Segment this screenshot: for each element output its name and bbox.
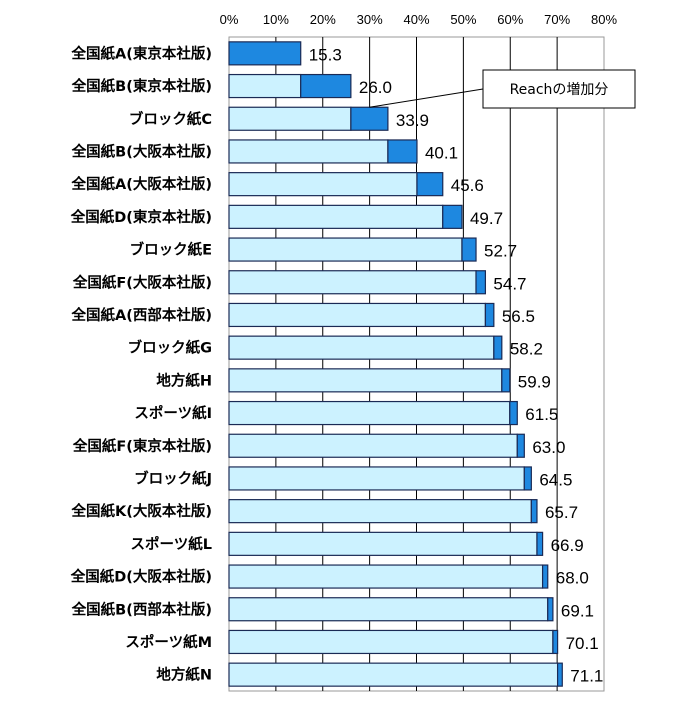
category-label: 全国紙D(東京本社版) <box>70 208 212 226</box>
bar-base-segment <box>228 237 463 262</box>
category-label: 全国紙D(大阪本社版) <box>70 568 212 586</box>
category-label: 全国紙A(西部本社版) <box>71 306 212 324</box>
bar-base-segment <box>228 499 532 524</box>
data-label: 54.7 <box>493 274 526 293</box>
plot-area <box>228 36 605 692</box>
bar-base-segment <box>228 302 487 328</box>
bar-base-segment <box>228 597 549 622</box>
category-label: 全国紙F(大阪本社版) <box>72 273 212 291</box>
data-label: 70.1 <box>566 634 599 653</box>
data-label: 56.5 <box>502 307 535 326</box>
bar-increase-segment <box>416 172 444 197</box>
category-label: ブロック紙J <box>134 469 212 487</box>
bar-increase-segment <box>530 499 538 524</box>
bar-increase-segment <box>475 270 487 295</box>
annotation-box <box>482 69 636 109</box>
data-label: 61.5 <box>525 405 558 424</box>
annotation-leader-line <box>369 88 484 108</box>
bar-increase-segment <box>541 564 549 589</box>
data-label: 33.9 <box>396 111 429 130</box>
x-tick-label: 80% <box>591 12 617 27</box>
data-label: 59.9 <box>518 372 551 391</box>
data-label: 26.0 <box>359 78 392 97</box>
data-label: 15.3 <box>309 45 342 64</box>
bar-increase-segment <box>501 368 511 393</box>
bar-increase-segment <box>350 106 389 131</box>
category-label: スポーツ紙I <box>134 404 212 422</box>
bar-base-segment <box>228 73 302 99</box>
bar-base-segment <box>228 335 495 360</box>
bar-increase-segment <box>461 237 477 262</box>
data-label: 52.7 <box>484 242 517 261</box>
x-tick-label: 70% <box>544 12 570 27</box>
bar-increase-segment <box>552 629 559 655</box>
x-tick-label: 60% <box>497 12 523 27</box>
x-tick-label: 40% <box>403 12 429 27</box>
data-label: 40.1 <box>425 143 458 162</box>
data-label: 71.1 <box>570 667 603 686</box>
bar-increase-segment <box>300 73 352 99</box>
value-labels: 15.3 26.033.9 40.1 45.6 49.7 52.7 54.7 56.5 58.2… <box>309 45 604 685</box>
x-tick-label: 30% <box>357 12 383 27</box>
x-tick-label: 10% <box>263 12 289 27</box>
x-tick-label: 20% <box>310 12 336 27</box>
bar-base-segment <box>228 662 559 687</box>
data-label: 68.0 <box>556 569 589 588</box>
bar-base-segment <box>228 139 389 164</box>
bar-increase-segment <box>536 531 544 556</box>
bar-base-segment <box>228 400 511 426</box>
data-label: 64.5 <box>539 470 572 489</box>
category-label: ブロック紙E <box>130 241 212 259</box>
data-label: 45.6 <box>451 176 484 195</box>
category-label: 全国紙B(東京本社版) <box>71 77 212 95</box>
category-label: 全国紙B(西部本社版) <box>71 600 212 618</box>
category-label: 地方紙H <box>156 371 212 389</box>
bar-base-segment <box>228 368 503 393</box>
data-label: 58.2 <box>510 340 543 359</box>
bar-base-segment <box>228 564 544 589</box>
bar-base-segment <box>228 270 477 295</box>
data-label: 63.0 <box>532 438 565 457</box>
bar-base-segment <box>228 531 538 556</box>
category-label: ブロック紙G <box>128 339 212 357</box>
bar-increase-segment <box>387 139 418 164</box>
x-tick-label: 0% <box>220 12 239 27</box>
annotation-text: Reachの増加分 <box>510 82 609 98</box>
category-label: 全国紙K(大阪本社版) <box>71 502 213 520</box>
category-label: ブロック紙C <box>129 110 212 128</box>
data-label: 49.7 <box>470 209 503 228</box>
data-label: 66.9 <box>551 536 584 555</box>
bar-increase-segment <box>228 41 302 66</box>
category-label: 全国紙F(東京本社版) <box>72 437 212 455</box>
bar-base-segment <box>228 466 525 491</box>
category-label: 全国紙A(大阪本社版) <box>71 175 212 193</box>
bar-increase-segment <box>484 302 495 328</box>
x-axis-ticks: 0% 10% 20% 30% 40% 50% 60% 70% 80% <box>220 12 618 27</box>
bar-increase-segment <box>556 662 563 687</box>
category-label: 全国紙B(大阪本社版) <box>71 142 212 160</box>
bar-increase-segment <box>547 597 554 622</box>
category-label: 地方紙N <box>156 666 212 684</box>
bar-base-segment <box>228 106 352 131</box>
x-tick-label: 50% <box>450 12 476 27</box>
bar-base-segment <box>228 172 418 197</box>
category-labels: 全国紙A(東京本社版) 全国紙B(東京本社版) ブロック紙C 全国紙B(大阪本社版) 全… <box>70 44 212 683</box>
category-label: スポーツ紙L <box>131 535 212 553</box>
annotation-callout: Reachの増加分 <box>369 69 636 109</box>
bar-increase-segment <box>516 433 525 458</box>
bars-group <box>228 41 563 687</box>
bar-base-segment <box>228 629 554 655</box>
category-label: スポーツ紙M <box>125 633 212 651</box>
category-label: 全国紙A(東京本社版) <box>71 44 212 62</box>
data-label: 65.7 <box>545 503 578 522</box>
bar-increase-segment <box>523 466 532 491</box>
data-label: 69.1 <box>561 601 594 620</box>
bar-increase-segment <box>493 335 503 360</box>
bar-increase-segment <box>442 204 463 229</box>
bar-base-segment <box>228 433 518 458</box>
bar-increase-segment <box>509 400 518 426</box>
bar-base-segment <box>228 204 444 229</box>
